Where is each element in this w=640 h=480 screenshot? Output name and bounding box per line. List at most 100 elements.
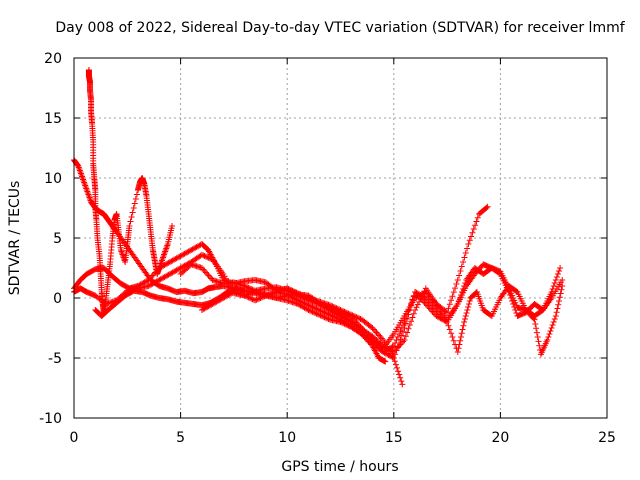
- data-point: [368, 323, 375, 330]
- data-point: [465, 304, 472, 310]
- y-axis-label: SDTVAR / TECUs: [7, 181, 23, 296]
- data-point: [127, 218, 134, 225]
- data-point: [390, 355, 397, 361]
- data-points: [71, 67, 566, 388]
- data-point: [406, 307, 413, 313]
- data-point: [422, 301, 429, 307]
- data-point: [245, 294, 252, 301]
- data-point: [483, 204, 490, 211]
- grid: [74, 58, 607, 418]
- data-point: [410, 310, 417, 317]
- x-axis-label: GPS time / hours: [281, 459, 398, 475]
- data-point: [312, 305, 319, 312]
- data-point: [79, 175, 86, 181]
- data-point: [444, 309, 451, 316]
- series-spikes: [85, 67, 176, 316]
- y-tick-label: -10: [39, 411, 62, 427]
- data-point: [550, 319, 557, 325]
- data-point: [248, 286, 255, 292]
- data-point: [302, 301, 309, 307]
- data-point: [463, 310, 470, 316]
- data-point: [461, 316, 468, 322]
- x-tick-label: 0: [70, 430, 79, 446]
- data-point: [557, 265, 564, 271]
- data-point: [445, 305, 452, 312]
- data-point: [460, 322, 467, 329]
- data-point: [547, 328, 554, 334]
- data-point: [426, 305, 433, 312]
- data-point: [244, 284, 251, 291]
- data-point: [326, 311, 333, 318]
- data-point: [410, 293, 417, 300]
- data-point: [77, 170, 84, 177]
- data-point: [82, 184, 89, 190]
- data-point: [549, 322, 556, 328]
- data-point: [84, 190, 91, 196]
- data-point: [456, 272, 463, 279]
- data-point: [536, 342, 543, 349]
- data-point: [401, 337, 408, 343]
- data-point: [457, 334, 464, 340]
- data-point: [533, 325, 540, 332]
- data-point: [449, 334, 456, 340]
- data-point: [81, 179, 88, 186]
- data-point: [201, 253, 208, 259]
- data-point: [544, 337, 551, 343]
- data-point: [430, 310, 437, 316]
- data-point: [200, 252, 207, 259]
- data-point: [450, 337, 457, 344]
- data-point: [373, 329, 380, 336]
- data-point: [428, 307, 435, 313]
- data-point: [128, 214, 135, 220]
- data-point: [444, 319, 451, 325]
- data-point: [469, 229, 476, 236]
- data-point: [304, 301, 311, 308]
- data-point: [454, 277, 461, 283]
- data-point: [202, 253, 209, 260]
- data-point: [549, 286, 556, 292]
- data-point: [446, 326, 453, 333]
- data-point: [446, 301, 453, 308]
- data-point: [392, 361, 399, 368]
- data-point: [374, 331, 381, 337]
- data-point: [464, 245, 471, 252]
- data-point: [332, 314, 339, 321]
- data-point: [402, 315, 409, 322]
- data-point: [398, 378, 405, 385]
- data-point: [301, 300, 308, 307]
- data-point: [391, 358, 398, 365]
- data-point: [396, 340, 403, 346]
- data-point: [317, 307, 324, 314]
- data-point: [261, 293, 268, 300]
- data-point: [413, 304, 420, 311]
- y-tick-label: 20: [44, 51, 62, 67]
- data-point: [448, 297, 455, 304]
- data-point: [458, 330, 465, 337]
- data-point: [242, 283, 249, 290]
- data-point: [309, 304, 316, 310]
- series-track-a: [71, 157, 389, 365]
- data-point: [161, 250, 168, 256]
- data-point: [258, 294, 265, 301]
- data-point: [148, 274, 155, 280]
- data-point: [556, 298, 563, 304]
- data-point: [436, 310, 443, 316]
- data-point: [294, 297, 301, 304]
- data-point: [76, 167, 83, 174]
- data-point: [242, 293, 249, 300]
- data-point: [86, 194, 93, 201]
- data-point: [448, 330, 455, 337]
- series-track-f: [198, 283, 566, 361]
- y-tick-label: 10: [44, 171, 62, 187]
- data-point: [158, 257, 165, 264]
- data-point: [205, 254, 212, 261]
- data-point: [553, 309, 560, 316]
- data-point: [84, 188, 91, 195]
- data-point: [329, 313, 336, 319]
- data-point: [425, 304, 432, 310]
- data-point: [163, 244, 170, 250]
- data-point: [85, 193, 92, 199]
- data-point: [551, 316, 558, 322]
- data-point: [333, 314, 340, 321]
